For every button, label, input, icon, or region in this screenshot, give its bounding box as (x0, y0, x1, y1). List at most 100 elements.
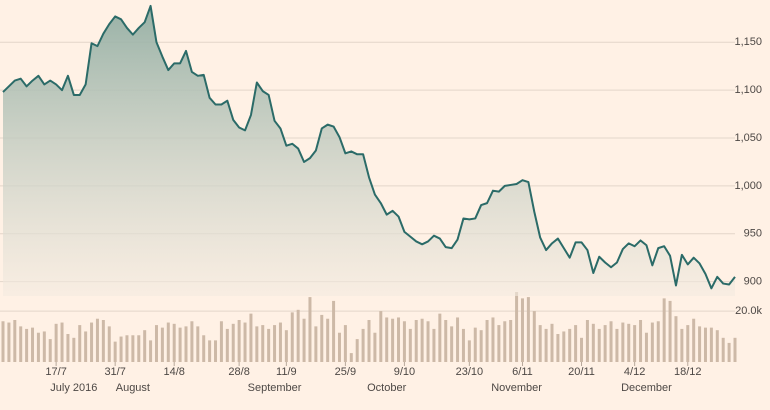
volume-bar (473, 327, 477, 362)
x-tick-label: 6/11 (512, 366, 533, 378)
volume-bar (680, 328, 684, 362)
x-tick-label: 11/9 (276, 366, 297, 378)
volume-bar (456, 317, 460, 362)
month-label: October (367, 382, 406, 394)
volume-bar (615, 328, 619, 362)
volume-bar (709, 327, 713, 362)
volume-bar (237, 320, 241, 362)
volume-bar (332, 300, 336, 362)
volume-bar (550, 323, 554, 362)
x-tick-label: 28/8 (228, 366, 249, 378)
volume-bar (515, 292, 519, 362)
volume-bar (202, 335, 206, 362)
volume-bar (302, 318, 306, 362)
x-tick-label: 9/10 (394, 366, 415, 378)
x-tick-label: 23/10 (456, 366, 484, 378)
volume-bar (190, 321, 194, 362)
volume-bar (349, 353, 353, 362)
volume-bar (278, 322, 282, 362)
volume-bar (479, 330, 483, 362)
volume-bar (249, 313, 253, 362)
volume-bar (243, 322, 247, 362)
volume-bar (526, 297, 530, 362)
volume-bar (284, 330, 288, 362)
month-label: September (248, 382, 302, 394)
y-tick-label: 950 (744, 228, 762, 240)
volume-bar (361, 328, 365, 362)
volume-bar (172, 323, 176, 362)
volume-bar (662, 298, 666, 362)
volume-bar (13, 320, 17, 362)
volume-bar (125, 335, 129, 362)
volume-bar (25, 328, 29, 362)
volume-bar (491, 317, 495, 362)
volume-tick-label: 20.0k (735, 305, 762, 317)
volume-bar (355, 339, 359, 362)
volume-bar (692, 318, 696, 362)
y-tick-label: 1,100 (734, 84, 762, 96)
volume-bar (19, 326, 23, 362)
volume-bar (426, 321, 430, 362)
volume-bar (166, 322, 170, 362)
volume-bar (78, 325, 82, 362)
volume-bar (137, 335, 141, 362)
volume-bar (60, 322, 64, 362)
volume-bar (379, 311, 383, 362)
volume-bar (402, 321, 406, 362)
volume-bar (568, 328, 572, 362)
month-label: December (621, 382, 672, 394)
month-label: August (116, 382, 150, 394)
volume-bar (385, 317, 389, 362)
volume-bar (727, 342, 731, 362)
volume-bar (639, 320, 643, 362)
volume-bar (373, 332, 377, 362)
volume-bar (231, 323, 235, 362)
volume-bar (308, 297, 312, 362)
volume-bar (414, 320, 418, 362)
volume-bar (585, 320, 589, 362)
volume-bar (408, 328, 412, 362)
y-tick-label: 1,000 (734, 180, 762, 192)
volume-bar (503, 321, 507, 362)
volume-bar (580, 337, 584, 362)
volume-bar (574, 325, 578, 362)
volume-bar (367, 320, 371, 362)
y-tick-label: 1,050 (734, 132, 762, 144)
month-label: November (491, 382, 542, 394)
volume-bar (733, 337, 737, 362)
volume-bar (597, 328, 601, 362)
volume-bar (668, 300, 672, 362)
volume-bar (143, 330, 147, 362)
volume-bar (544, 328, 548, 362)
volume-bar (149, 340, 153, 362)
volume-bar (255, 326, 259, 362)
volume-bar (296, 309, 300, 362)
volume-bar (196, 326, 200, 362)
volume-bar (656, 321, 660, 362)
volume-bar (562, 331, 566, 362)
volume-bar (7, 322, 11, 362)
volume-bar (391, 318, 395, 362)
volume-bar (485, 320, 489, 362)
volume-bar (432, 328, 436, 362)
volume-bar (208, 340, 212, 362)
volume-bar (686, 325, 690, 362)
x-tick-label: 18/12 (674, 366, 702, 378)
volume-bar (267, 328, 271, 362)
volume-bar (320, 314, 324, 362)
volume-bar (698, 326, 702, 362)
volume-bar (113, 341, 117, 362)
volume-bar (214, 340, 218, 362)
x-tick-label: 14/8 (163, 366, 184, 378)
volume-bar (95, 318, 99, 362)
volume-bar (397, 317, 401, 362)
volume-bar (343, 325, 347, 362)
volume-bar (644, 332, 648, 362)
y-tick-label: 900 (744, 276, 762, 288)
volume-bar (314, 326, 318, 362)
volume-bar (154, 325, 158, 362)
volume-bar (48, 339, 52, 362)
volume-bar (290, 312, 294, 362)
x-tick-label: 20/11 (568, 366, 595, 378)
volume-bar (497, 325, 501, 362)
